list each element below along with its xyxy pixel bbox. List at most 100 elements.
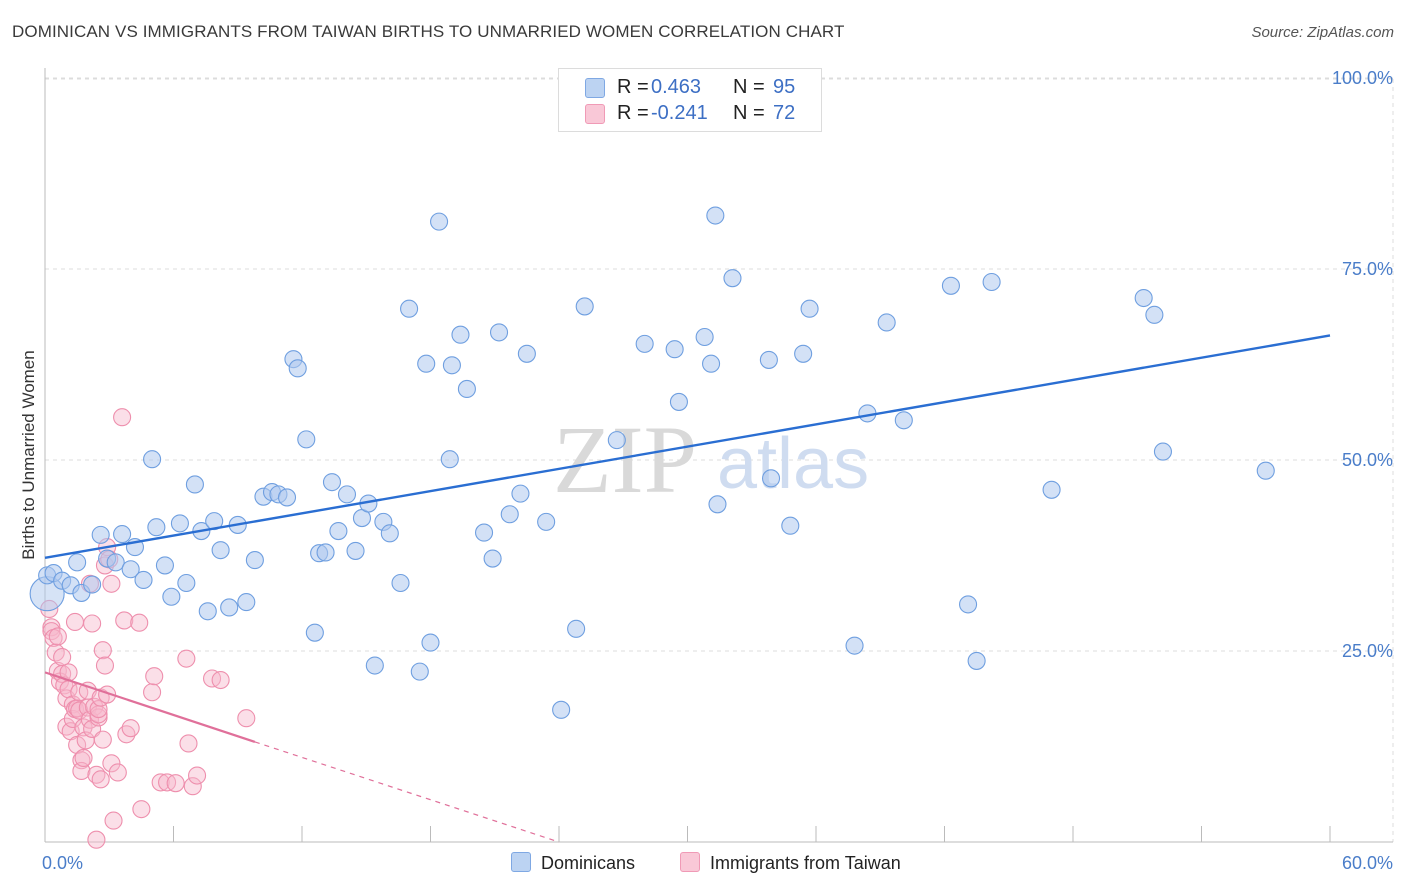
point-taiwan[interactable] [91, 770, 110, 789]
point-taiwan[interactable] [183, 777, 202, 796]
point-dominicans[interactable] [567, 619, 586, 638]
point-taiwan[interactable] [177, 649, 196, 668]
point-dominicans[interactable] [845, 636, 864, 655]
point-taiwan[interactable] [42, 618, 61, 637]
point-dominicans[interactable] [68, 553, 87, 572]
point-dominicans[interactable] [761, 469, 781, 488]
point-dominicans[interactable] [702, 354, 721, 373]
point-dominicans[interactable] [1256, 461, 1275, 480]
point-taiwan[interactable] [237, 709, 256, 728]
point-dominicans[interactable] [316, 543, 335, 562]
point-dominicans[interactable] [1042, 480, 1061, 499]
point-dominicans[interactable] [297, 430, 316, 449]
point-taiwan[interactable] [48, 627, 67, 646]
point-dominicans[interactable] [1134, 288, 1153, 308]
point-taiwan[interactable] [74, 748, 93, 768]
point-dominicans[interactable] [83, 575, 102, 594]
point-dominicans[interactable] [365, 656, 384, 675]
point-taiwan[interactable] [151, 773, 170, 792]
point-dominicans[interactable] [451, 325, 470, 344]
point-taiwan[interactable] [89, 700, 108, 719]
point-dominicans[interactable] [430, 212, 449, 231]
point-dominicans[interactable] [91, 525, 110, 544]
point-taiwan[interactable] [53, 664, 72, 683]
point-taiwan[interactable] [211, 670, 230, 690]
point-dominicans[interactable] [220, 598, 239, 617]
point-dominicans[interactable] [410, 662, 429, 681]
point-taiwan[interactable] [87, 830, 106, 849]
point-dominicans[interactable] [759, 350, 778, 369]
point-dominicans[interactable] [155, 556, 174, 575]
point-dominicans[interactable] [337, 485, 357, 504]
point-dominicans[interactable] [575, 297, 594, 316]
point-dominicans[interactable] [500, 505, 519, 524]
point-dominicans[interactable] [800, 299, 819, 318]
point-dominicans[interactable] [489, 323, 509, 342]
point-taiwan[interactable] [145, 667, 164, 686]
point-dominicans[interactable] [959, 595, 978, 614]
point-dominicans[interactable] [170, 514, 189, 533]
point-dominicans[interactable] [121, 560, 140, 579]
point-dominicans[interactable] [106, 553, 125, 572]
point-dominicans[interactable] [237, 593, 256, 612]
point-taiwan[interactable] [121, 719, 140, 738]
point-taiwan[interactable] [108, 763, 127, 782]
point-dominicans[interactable] [1153, 442, 1172, 461]
point-taiwan[interactable] [115, 611, 134, 630]
point-dominicans[interactable] [537, 512, 556, 531]
point-taiwan[interactable] [93, 641, 112, 660]
point-dominicans[interactable] [457, 379, 476, 398]
point-dominicans[interactable] [440, 450, 459, 469]
point-dominicans[interactable] [669, 392, 688, 411]
point-dominicans[interactable] [211, 541, 230, 560]
point-dominicans[interactable] [288, 359, 307, 378]
point-dominicans[interactable] [417, 354, 436, 373]
point-dominicans[interactable] [134, 570, 153, 589]
point-taiwan[interactable] [130, 613, 149, 632]
point-dominicans[interactable] [794, 344, 813, 363]
point-dominicans[interactable] [894, 411, 913, 430]
point-dominicans[interactable] [245, 551, 264, 570]
point-taiwan[interactable] [98, 685, 117, 704]
point-dominicans[interactable] [695, 327, 714, 347]
point-dominicans[interactable] [982, 272, 1001, 292]
point-dominicans[interactable] [1145, 305, 1164, 324]
point-taiwan[interactable] [72, 751, 91, 770]
point-dominicans[interactable] [941, 276, 960, 295]
legend-item-taiwan[interactable]: Immigrants from Taiwan [680, 852, 901, 874]
point-dominicans[interactable] [474, 523, 494, 542]
point-dominicans[interactable] [177, 573, 196, 593]
point-taiwan[interactable] [188, 766, 207, 785]
point-taiwan[interactable] [143, 683, 162, 702]
point-taiwan[interactable] [102, 754, 121, 773]
point-taiwan[interactable] [102, 574, 121, 593]
point-dominicans[interactable] [346, 541, 365, 560]
point-dominicans[interactable] [511, 484, 530, 503]
point-dominicans[interactable] [380, 524, 399, 543]
point-taiwan[interactable] [46, 643, 65, 662]
point-taiwan[interactable] [53, 648, 72, 667]
point-taiwan[interactable] [132, 800, 151, 819]
point-taiwan[interactable] [166, 774, 185, 793]
point-dominicans[interactable] [706, 206, 725, 225]
point-dominicans[interactable] [967, 651, 986, 670]
point-dominicans[interactable] [277, 488, 297, 507]
point-dominicans[interactable] [517, 344, 536, 363]
point-dominicans[interactable] [665, 340, 684, 359]
point-dominicans[interactable] [143, 450, 162, 469]
point-dominicans[interactable] [322, 473, 342, 492]
point-taiwan[interactable] [104, 811, 123, 830]
point-dominicans[interactable] [483, 549, 502, 568]
point-dominicans[interactable] [552, 700, 571, 719]
point-dominicans[interactable] [305, 623, 324, 642]
point-dominicans[interactable] [400, 299, 419, 318]
point-dominicans[interactable] [198, 602, 217, 621]
point-taiwan[interactable] [65, 612, 85, 632]
point-dominicans[interactable] [329, 522, 348, 541]
point-dominicans[interactable] [708, 495, 727, 514]
point-taiwan[interactable] [113, 408, 132, 427]
legend-item-dominicans[interactable]: Dominicans [511, 852, 635, 874]
point-dominicans[interactable] [391, 573, 410, 593]
point-dominicans[interactable] [442, 356, 461, 375]
point-taiwan[interactable] [95, 656, 115, 675]
